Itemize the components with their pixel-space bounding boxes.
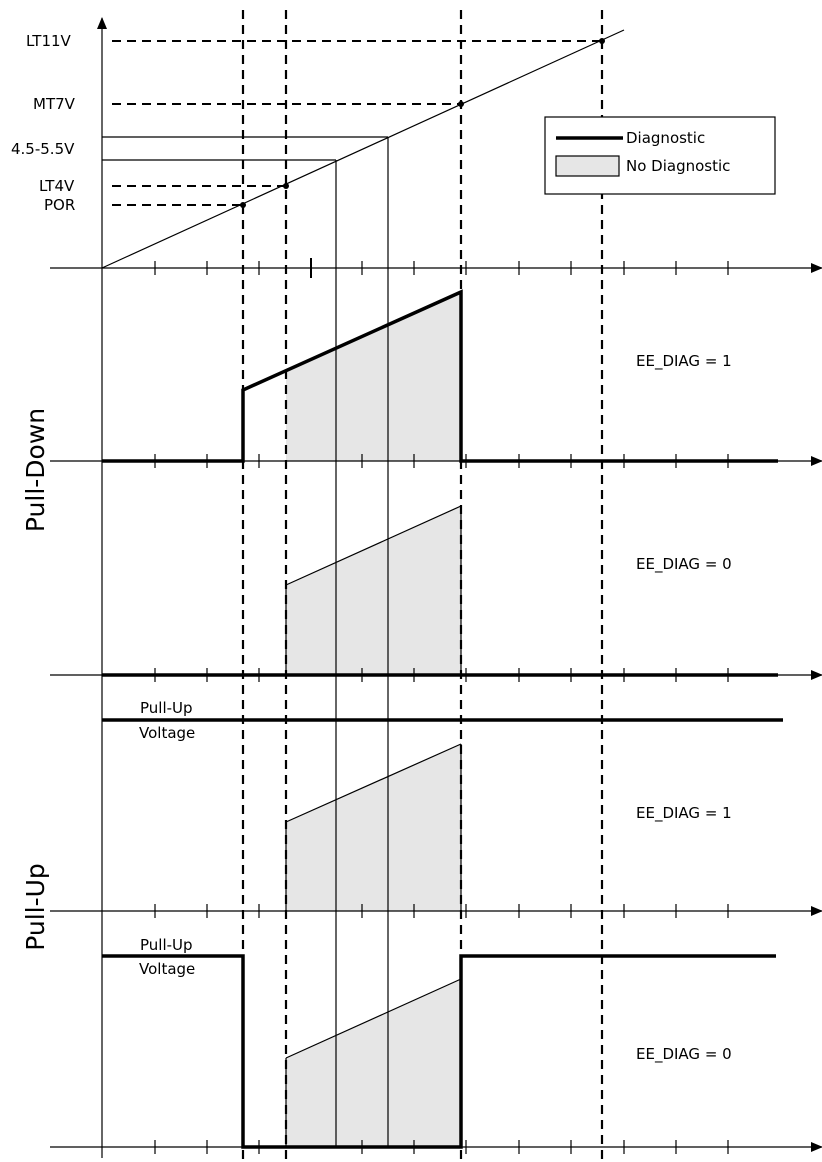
pd0-panel-label: EE_DIAG = 0 (636, 555, 732, 574)
por-label: POR (44, 196, 75, 214)
pd0-ramp-line (285, 505, 462, 586)
mt7v-label: MT7V (33, 95, 76, 113)
lt4v-crossing-dot (283, 183, 289, 189)
pd1-no-diagnostic-area (286, 292, 461, 461)
pu0-pullup-label-line2: Voltage (139, 960, 195, 978)
pu0-panel-label: EE_DIAG = 0 (636, 1045, 732, 1064)
legend: Diagnostic No Diagnostic (544, 116, 776, 195)
pu0-pullup-label-line1: Pull-Up (140, 936, 193, 954)
pu1-panel-label: EE_DIAG = 1 (636, 804, 732, 823)
pd1-diagnostic-waveform (102, 289, 778, 463)
legend-diagnostic-label: Diagnostic (626, 129, 705, 147)
pu0-diagnostic-waveform (102, 954, 776, 1149)
pull-up-section-label: Pull-Up (21, 863, 50, 951)
pu1-no-diagnostic-area (286, 744, 461, 911)
range-label: 4.5-5.5V (11, 140, 75, 158)
legend-no-diagnostic-label: No Diagnostic (626, 157, 730, 175)
pd1-panel-label: EE_DIAG = 1 (636, 352, 732, 371)
legend-no-diagnostic-swatch (555, 155, 620, 177)
pull-down-section-label: Pull-Down (21, 408, 50, 532)
pu1-pullup-label-line2: Voltage (139, 724, 195, 742)
lt11v-label: LT11V (26, 32, 72, 50)
pu1-ramp-line (285, 743, 462, 823)
pd0-no-diagnostic-area (286, 506, 461, 675)
pu0-no-diagnostic-area (286, 979, 461, 1147)
pu0-ramp-line (285, 978, 462, 1059)
supply-ramp (101, 29, 625, 269)
pu1-pullup-label-line1: Pull-Up (140, 699, 193, 717)
lt4v-label: LT4V (39, 177, 75, 195)
